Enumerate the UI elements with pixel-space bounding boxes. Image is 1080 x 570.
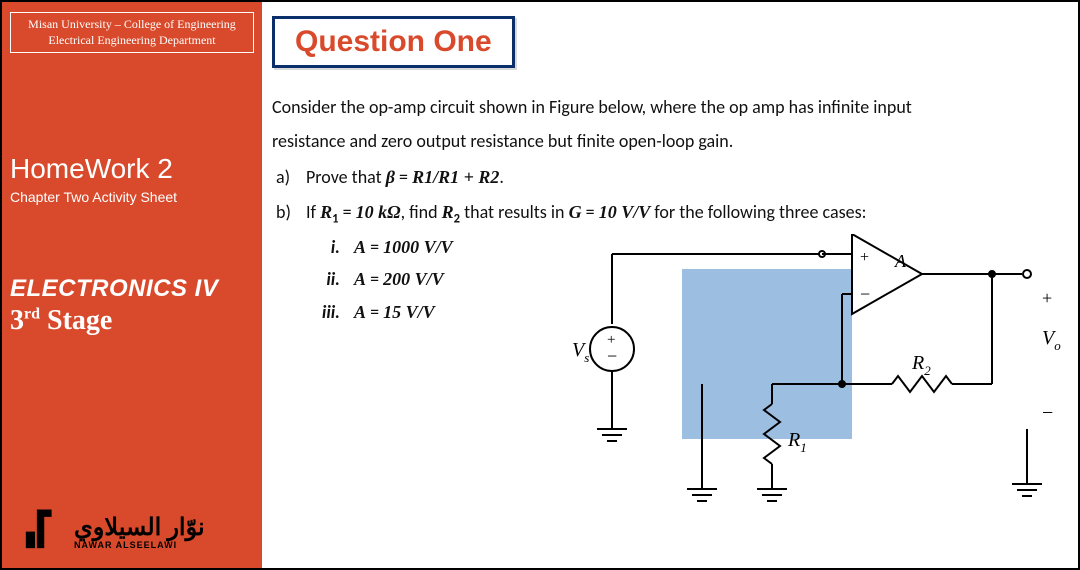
part-b: b) If R1 = 10 kΩ, find R2 that results i…	[276, 195, 1060, 232]
vs-minus: −	[607, 346, 617, 366]
vo-label: Vo	[1042, 327, 1061, 353]
r2-label: R2	[911, 352, 931, 378]
case-ii-label: ii.	[316, 263, 340, 295]
case-ii-val: 200 V/V	[383, 269, 444, 289]
author-logo: نوّار السيلاوي NAWAR ALSEELAWI	[24, 504, 205, 550]
case-ii-eq: =	[366, 268, 383, 290]
gain-label: A	[894, 251, 907, 271]
university-box: Misan University – College of Engineerin…	[10, 12, 254, 53]
b-t6: for the following three cases:	[650, 201, 866, 223]
b-t5: =	[582, 201, 599, 223]
vs-label: Vs	[572, 339, 589, 365]
case-ii-text: A = 200 V/V	[354, 263, 444, 295]
case-iii-A: A	[354, 302, 366, 322]
b-val1: 10 kΩ	[356, 202, 401, 222]
part-a-text: Prove that β = R1/R1 + R2.	[306, 160, 504, 194]
opamp-minus: −	[860, 284, 870, 304]
stage-number: 3	[10, 305, 24, 336]
logo-english: NAWAR ALSEELAWI	[74, 540, 205, 550]
case-iii-eq: =	[366, 301, 383, 323]
vo-plus: +	[1042, 288, 1052, 308]
sidebar: Misan University – College of Engineerin…	[2, 2, 262, 568]
case-i-label: i.	[316, 231, 340, 263]
course-name: ELECTRONICS IV	[10, 275, 254, 303]
vo-minus: −	[1042, 402, 1053, 424]
homework-subtitle: Chapter Two Activity Sheet	[10, 189, 254, 205]
case-i-val: 1000 V/V	[383, 237, 453, 257]
opamp-plus: +	[860, 249, 869, 266]
part-a-rhs: R1/R1 + R2	[412, 167, 499, 187]
part-a: a) Prove that β = R1/R1 + R2.	[276, 160, 1060, 194]
b-t3: , find	[401, 201, 442, 223]
b-val2: 10 V/V	[599, 202, 651, 222]
logo-arabic: نوّار السيلاوي	[74, 518, 205, 540]
slide: Misan University – College of Engineerin…	[0, 0, 1080, 570]
question-title-box: Question One	[272, 16, 515, 68]
part-a-label: a)	[276, 160, 296, 194]
part-b-label: b)	[276, 195, 296, 232]
part-a-eq: =	[395, 166, 412, 188]
stage: 3rd Stage	[10, 305, 254, 337]
b-R2: R	[442, 202, 454, 222]
circuit-diagram: + − + − Vs A R1 R2 Vo + −	[552, 234, 1062, 534]
uni-line-1: Misan University – College of Engineerin…	[17, 17, 247, 33]
case-iii-val: 15 V/V	[383, 302, 435, 322]
b-G: G	[569, 202, 582, 222]
part-a-pre: Prove that	[306, 166, 386, 188]
stage-ordinal: rd	[24, 306, 40, 323]
intro-line-2: resistance and zero output resistance bu…	[272, 124, 1060, 158]
logo-text-block: نوّار السيلاوي NAWAR ALSEELAWI	[74, 518, 205, 550]
question-title: Question One	[295, 25, 492, 58]
b-t4: that results in	[460, 201, 569, 223]
case-i-eq: =	[366, 236, 383, 258]
main-content: Question One Consider the op-amp circuit…	[262, 2, 1078, 568]
stage-word: Stage	[40, 305, 112, 336]
b-t1: If	[306, 201, 320, 223]
b-R1: R	[320, 202, 332, 222]
homework-title: HomeWork 2	[10, 153, 254, 185]
case-i-A: A	[354, 237, 366, 257]
intro-line-1: Consider the op-amp circuit shown in Fig…	[272, 90, 1060, 124]
case-iii-text: A = 15 V/V	[354, 296, 435, 328]
case-i-text: A = 1000 V/V	[354, 231, 453, 263]
part-list: a) Prove that β = R1/R1 + R2. b) If R1 =…	[272, 160, 1060, 231]
case-iii-label: iii.	[316, 296, 340, 328]
beta-symbol: β	[386, 167, 395, 187]
b-t2: =	[339, 201, 356, 223]
case-ii-A: A	[354, 269, 366, 289]
logo-mark-icon	[24, 504, 70, 550]
uni-line-2: Electrical Engineering Department	[17, 33, 247, 49]
part-b-text: If R1 = 10 kΩ, find R2 that results in G…	[306, 195, 866, 232]
part-a-dot: .	[499, 166, 504, 188]
